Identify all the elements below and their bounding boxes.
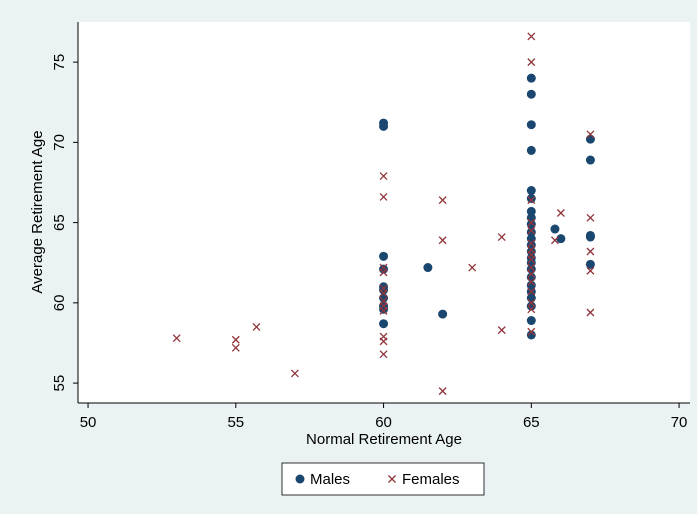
point — [550, 236, 559, 245]
point — [379, 337, 388, 346]
point — [527, 270, 536, 278]
point — [527, 58, 536, 67]
point — [585, 259, 595, 269]
point — [527, 278, 536, 286]
y-tick-label: 60 — [51, 295, 68, 312]
point — [438, 236, 447, 245]
point — [423, 263, 433, 273]
point — [526, 316, 536, 326]
y-tick-label: 55 — [51, 375, 68, 392]
point — [526, 120, 536, 130]
point — [527, 32, 536, 41]
point — [585, 134, 595, 144]
point — [527, 263, 536, 272]
point — [526, 227, 536, 237]
point — [526, 89, 536, 99]
point — [526, 301, 536, 311]
point — [379, 304, 389, 314]
y-axis-label: Average Retirement Age — [29, 130, 46, 293]
y-tick-label: 75 — [51, 54, 68, 71]
legend-label: Females — [402, 471, 460, 488]
point — [556, 209, 565, 217]
point — [379, 268, 388, 277]
point — [379, 121, 389, 131]
point — [586, 247, 595, 256]
point — [526, 280, 536, 290]
point — [172, 334, 181, 343]
plot-area — [78, 22, 690, 403]
point — [527, 226, 536, 235]
point — [527, 327, 536, 336]
y-tick-label: 65 — [51, 214, 68, 231]
point — [379, 319, 389, 329]
point — [379, 289, 388, 298]
point — [527, 196, 536, 205]
point — [556, 234, 566, 244]
point — [379, 192, 388, 201]
point — [468, 263, 477, 272]
x-tick-label: 55 — [227, 414, 244, 431]
point — [379, 172, 388, 181]
point — [231, 343, 240, 352]
point — [527, 255, 536, 264]
point — [526, 73, 536, 83]
legend-marker — [295, 474, 305, 484]
x-tick-label: 60 — [375, 414, 392, 431]
y-tick-label: 70 — [51, 134, 68, 151]
legend-label: Males — [310, 471, 350, 488]
point — [526, 246, 536, 256]
point — [526, 145, 536, 155]
x-tick-label: 50 — [80, 414, 97, 431]
point — [527, 298, 536, 307]
point — [438, 309, 448, 319]
point — [527, 287, 536, 296]
point — [526, 186, 536, 196]
point — [379, 306, 388, 315]
point — [379, 264, 389, 274]
point — [527, 218, 536, 227]
point — [379, 251, 389, 261]
point — [497, 326, 506, 335]
point — [526, 330, 536, 340]
point — [379, 350, 388, 359]
x-tick-label: 70 — [671, 414, 688, 431]
point — [497, 233, 506, 242]
x-tick-label: 65 — [523, 414, 540, 431]
point — [231, 335, 240, 344]
point — [586, 130, 595, 139]
legend-box — [281, 462, 485, 496]
point — [526, 206, 536, 216]
point — [585, 155, 595, 165]
point — [527, 239, 536, 248]
point — [526, 219, 536, 229]
point — [586, 308, 595, 317]
point — [527, 305, 536, 314]
point — [586, 213, 595, 222]
point — [526, 264, 536, 274]
point — [586, 266, 595, 275]
legend-marker — [388, 475, 396, 483]
point — [526, 194, 536, 204]
point — [290, 369, 299, 378]
point — [438, 387, 447, 396]
point — [438, 196, 447, 205]
point — [379, 285, 389, 295]
point — [252, 322, 261, 331]
point — [585, 232, 595, 242]
point — [550, 224, 560, 234]
x-axis-label: Normal Retirement Age — [306, 431, 462, 448]
